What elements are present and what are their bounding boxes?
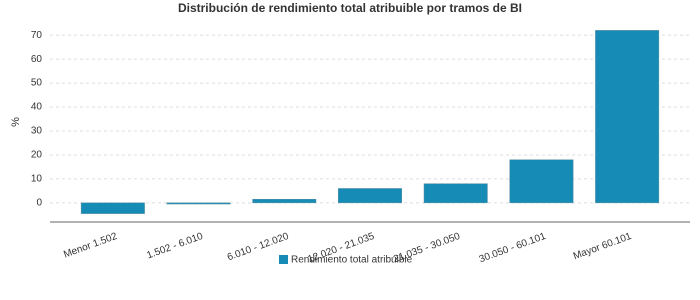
x-tick-label: Menor 1.502 (62, 231, 119, 261)
bar (166, 202, 231, 205)
y-tick-label: 0 (36, 197, 42, 208)
x-tick-label: Mayor 60.101 (572, 231, 634, 262)
bar (595, 30, 660, 204)
bar (80, 202, 145, 214)
legend-label: Rendimiento total atribuible (291, 255, 413, 266)
y-tick-label: 50 (31, 78, 43, 89)
x-tick-label: 1.502 - 6.010 (145, 231, 205, 262)
y-tick-label: 30 (31, 126, 43, 137)
y-tick-label: 10 (31, 174, 43, 185)
legend-swatch (279, 255, 288, 264)
bar (338, 188, 402, 204)
y-axis-label: % (10, 117, 22, 127)
bar (509, 159, 574, 204)
y-tick-label: 60 (31, 54, 43, 65)
x-tick-label: 30.050 - 60.101 (478, 231, 548, 265)
bar (423, 183, 488, 204)
y-tick-label: 70 (31, 30, 43, 41)
chart-title: Distribución de rendimiento total atribu… (178, 1, 522, 15)
y-tick-label: 40 (31, 102, 43, 113)
y-tick-label: 20 (31, 150, 43, 161)
bar (252, 198, 317, 204)
